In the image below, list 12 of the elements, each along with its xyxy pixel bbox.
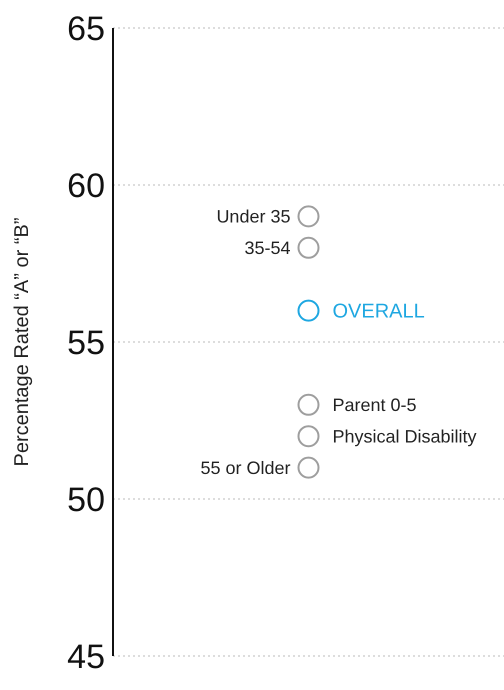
- y-tick-label: 65: [67, 10, 105, 48]
- series-label: Parent 0-5: [332, 395, 417, 416]
- series-label: 55 or Older: [200, 458, 291, 478]
- y-axis-title: Percentage Rated “A” or “B”: [11, 218, 33, 466]
- y-tick-label: 55: [67, 324, 105, 362]
- series-label: 35-54: [244, 238, 290, 258]
- series-label: Under 35: [216, 206, 290, 227]
- series-label: OVERALL: [332, 300, 425, 323]
- y-tick-label: 45: [67, 638, 105, 676]
- y-tick-label: 60: [67, 166, 105, 205]
- series-label: Physical Disability: [332, 426, 477, 446]
- y-tick-label: 50: [67, 480, 105, 519]
